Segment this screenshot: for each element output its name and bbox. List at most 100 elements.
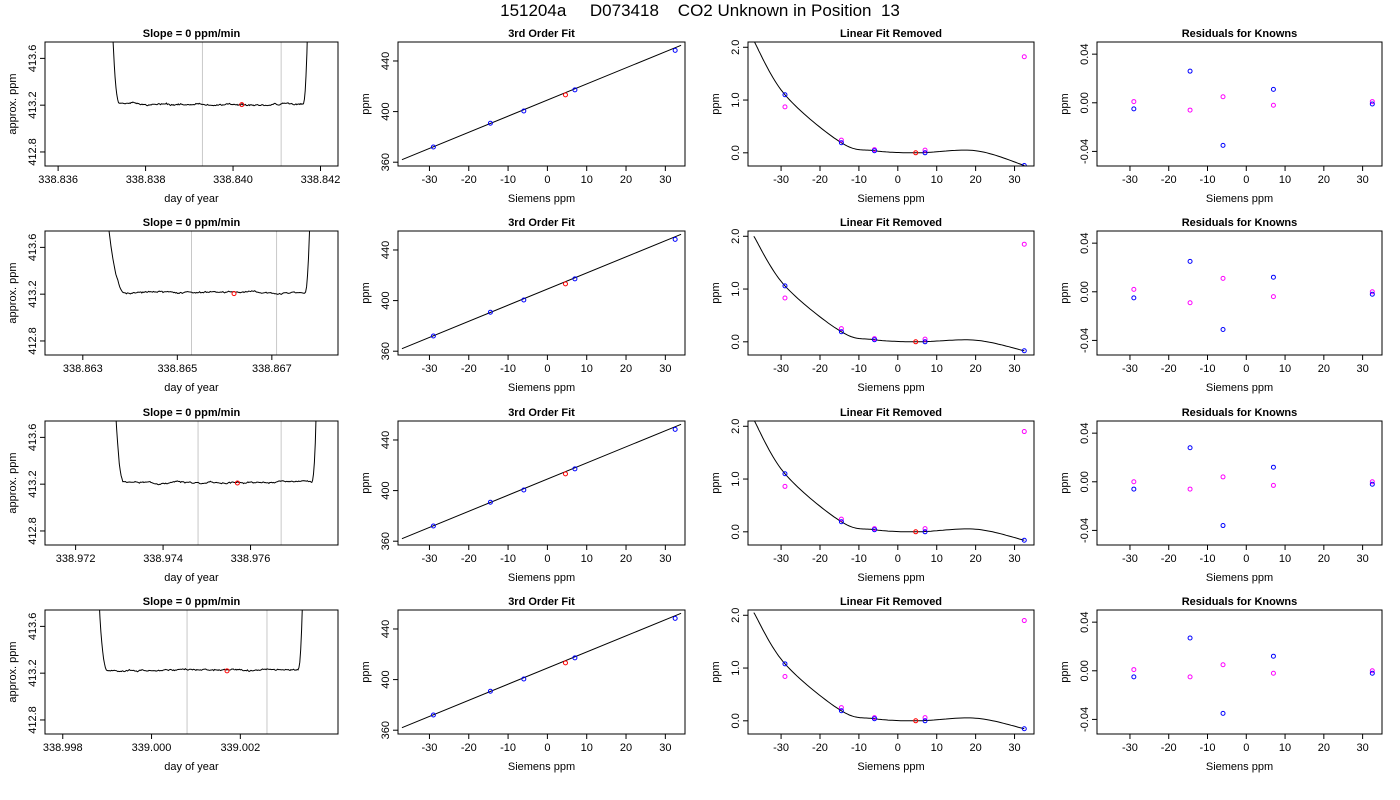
x-tick-label: 30 bbox=[659, 363, 671, 375]
y-axis-label: ppm bbox=[1059, 93, 1071, 114]
plot-area bbox=[108, 231, 311, 355]
x-axis-label: Siemens ppm bbox=[508, 572, 575, 584]
y-axis-label: ppm bbox=[710, 282, 722, 303]
residual-point-blue bbox=[1187, 258, 1193, 264]
known-point-magenta bbox=[1021, 241, 1027, 247]
known-point-magenta bbox=[1021, 618, 1027, 624]
concentration-trace bbox=[99, 610, 303, 673]
x-axis-label: day of year bbox=[164, 572, 219, 584]
known-point bbox=[672, 236, 678, 242]
y-tick-label: 413.2 bbox=[27, 280, 39, 308]
x-tick-label: 20 bbox=[620, 742, 632, 754]
concentration-trace bbox=[115, 421, 317, 486]
x-tick-label: 30 bbox=[1356, 174, 1368, 186]
x-axis-label: Siemens ppm bbox=[1206, 193, 1273, 205]
x-tick-label: -10 bbox=[500, 742, 516, 754]
known-point bbox=[521, 297, 527, 303]
residual-point-magenta bbox=[1270, 294, 1276, 300]
y-tick-label: 413.6 bbox=[27, 424, 39, 452]
residual-point-magenta bbox=[1270, 670, 1276, 676]
unknown-point bbox=[913, 339, 919, 345]
known-point-magenta bbox=[922, 147, 928, 153]
y-tick-label: 0.0 bbox=[730, 334, 742, 349]
residual-point-blue bbox=[1220, 326, 1226, 332]
x-axis-label: day of year bbox=[164, 193, 219, 205]
plot-frame bbox=[1096, 41, 1383, 167]
x-tick-label: -20 bbox=[812, 553, 828, 565]
residual-point-magenta bbox=[1187, 107, 1193, 113]
y-axis-label: ppm bbox=[360, 661, 372, 682]
y-axis-label: approx. ppm bbox=[7, 641, 19, 702]
x-axis-label: Siemens ppm bbox=[857, 193, 924, 205]
known-point bbox=[487, 120, 493, 126]
y-tick-label: 1.0 bbox=[730, 660, 742, 675]
known-point bbox=[572, 655, 578, 661]
residual-point-magenta bbox=[1131, 667, 1137, 673]
x-tick-label: 10 bbox=[581, 363, 593, 375]
y-tick-label: 0.04 bbox=[1079, 232, 1091, 253]
known-point-magenta bbox=[838, 705, 844, 711]
known-point-magenta bbox=[782, 295, 788, 301]
x-axis-label: Siemens ppm bbox=[508, 193, 575, 205]
known-point bbox=[672, 47, 678, 53]
x-tick-label: 30 bbox=[1356, 363, 1368, 375]
x-tick-label: 10 bbox=[1279, 553, 1291, 565]
x-axis-label: Siemens ppm bbox=[1206, 572, 1273, 584]
plot-frame bbox=[44, 230, 339, 356]
x-tick-label: 10 bbox=[581, 174, 593, 186]
x-tick-label: 30 bbox=[659, 174, 671, 186]
known-point bbox=[430, 523, 436, 529]
residual-point-magenta bbox=[1369, 479, 1375, 485]
x-tick-label: -10 bbox=[500, 174, 516, 186]
residual-point-blue bbox=[1131, 106, 1137, 112]
residual-curve bbox=[753, 421, 1025, 541]
x-axis-label: Siemens ppm bbox=[857, 761, 924, 773]
known-point-blue bbox=[871, 337, 877, 343]
x-tick-label: 338.867 bbox=[252, 363, 292, 375]
y-tick-label: 1.0 bbox=[730, 92, 742, 107]
x-tick-label: 10 bbox=[1279, 174, 1291, 186]
x-tick-label: -30 bbox=[1122, 553, 1138, 565]
x-tick-label: 338.998 bbox=[43, 742, 83, 754]
x-axis-label: Siemens ppm bbox=[508, 761, 575, 773]
plot-area bbox=[753, 612, 1027, 732]
x-tick-label: -20 bbox=[812, 363, 828, 375]
plot-area bbox=[401, 44, 682, 161]
known-point-blue bbox=[871, 716, 877, 722]
y-tick-label: 0.0 bbox=[730, 145, 742, 160]
residual-point-magenta bbox=[1187, 300, 1193, 306]
y-tick-label: 360 bbox=[380, 532, 392, 550]
residual-curve bbox=[753, 236, 1025, 352]
y-tick-label: 413.6 bbox=[27, 45, 39, 73]
unknown-point bbox=[913, 529, 919, 535]
panel-title: Slope = 0 ppm/min bbox=[143, 217, 241, 229]
panel-title: 3rd Order Fit bbox=[508, 596, 575, 608]
known-point bbox=[430, 712, 436, 718]
plot-area bbox=[112, 42, 308, 166]
x-tick-label: -10 bbox=[851, 742, 867, 754]
known-point bbox=[487, 688, 493, 694]
known-point-magenta bbox=[1021, 54, 1027, 60]
x-tick-label: -20 bbox=[461, 553, 477, 565]
x-tick-label: -20 bbox=[461, 363, 477, 375]
y-axis-label: approx. ppm bbox=[7, 73, 19, 134]
x-tick-label: -20 bbox=[1161, 174, 1177, 186]
plot-frame bbox=[397, 230, 686, 356]
residual-point-blue bbox=[1220, 523, 1226, 529]
residual-point-blue bbox=[1187, 445, 1193, 451]
x-tick-label: -20 bbox=[1161, 553, 1177, 565]
known-point-magenta bbox=[838, 326, 844, 332]
residual-point-magenta bbox=[1220, 94, 1226, 100]
known-point bbox=[672, 426, 678, 432]
x-tick-label: -10 bbox=[851, 553, 867, 565]
known-point-magenta bbox=[922, 336, 928, 342]
x-tick-label: -30 bbox=[773, 363, 789, 375]
known-point-blue bbox=[871, 148, 877, 154]
x-tick-label: 338.972 bbox=[56, 553, 96, 565]
y-axis-label: ppm bbox=[360, 472, 372, 493]
residual-point-magenta bbox=[1220, 275, 1226, 281]
y-tick-label: 2.0 bbox=[730, 40, 742, 55]
x-tick-label: -30 bbox=[421, 742, 437, 754]
panel-title: Slope = 0 ppm/min bbox=[143, 596, 241, 608]
fit-line bbox=[401, 612, 682, 729]
